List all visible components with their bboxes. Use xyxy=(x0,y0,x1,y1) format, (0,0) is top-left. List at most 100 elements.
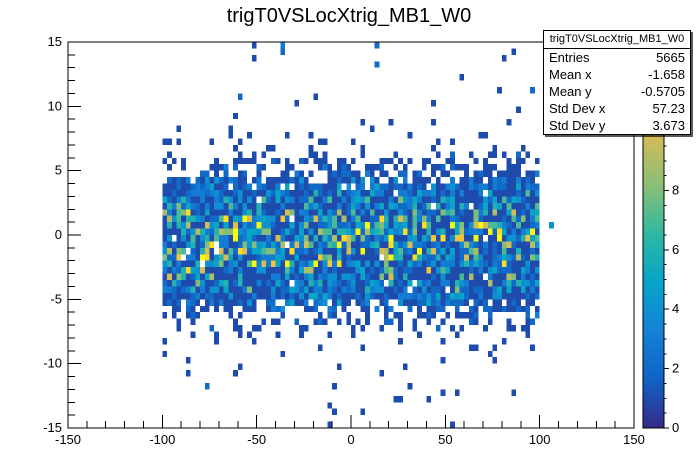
histogram-bin xyxy=(431,170,436,178)
histogram-bin xyxy=(261,202,267,210)
histogram-bin xyxy=(284,132,290,139)
histogram-bin xyxy=(468,305,474,313)
histogram-bin xyxy=(209,215,215,223)
histogram-bin xyxy=(431,273,436,281)
histogram-bin xyxy=(402,228,408,235)
histogram-bin xyxy=(534,196,540,203)
histogram-bin xyxy=(190,267,196,274)
histogram-bin xyxy=(266,228,271,235)
histogram-bin xyxy=(317,138,323,145)
histogram-bin xyxy=(393,215,399,223)
histogram-bin xyxy=(162,189,168,197)
histogram-bin xyxy=(402,202,408,210)
histogram-bin xyxy=(393,273,399,281)
histogram-bin xyxy=(162,299,168,306)
histogram-bin xyxy=(294,228,300,235)
histogram-bin xyxy=(440,189,446,197)
histogram-bin xyxy=(525,235,531,242)
histogram-bin xyxy=(341,222,347,229)
histogram-bin xyxy=(501,189,507,197)
histogram-bin xyxy=(525,202,531,210)
histogram-bin xyxy=(218,247,224,255)
histogram-bin xyxy=(398,222,403,229)
histogram-bin xyxy=(251,299,257,306)
histogram-bin xyxy=(223,222,229,229)
histogram-bin xyxy=(369,196,375,203)
histogram-bin xyxy=(492,177,498,184)
histogram-bin xyxy=(445,215,451,223)
histogram-bin xyxy=(313,241,318,248)
histogram-bin xyxy=(450,247,455,255)
histogram-bin xyxy=(384,209,389,216)
histogram-bin xyxy=(266,267,271,274)
histogram-bin xyxy=(473,241,479,248)
histogram-bin xyxy=(464,273,469,281)
histogram-bin xyxy=(511,273,517,281)
histogram-bin xyxy=(294,299,300,306)
histogram-bin xyxy=(251,267,257,274)
histogram-bin xyxy=(351,170,356,178)
histogram-bin xyxy=(351,189,356,197)
stats-box[interactable]: trigT0VSLocXtrig_MB1_W0 Entries 5665 Mea… xyxy=(543,30,691,135)
histogram-bin xyxy=(374,189,380,197)
histogram-bin xyxy=(336,157,342,165)
histogram-bin xyxy=(412,235,418,242)
histogram-bin xyxy=(251,325,257,332)
histogram-bin xyxy=(223,228,229,235)
z-tick-label: 8 xyxy=(672,182,679,197)
histogram-bin xyxy=(534,235,540,242)
histogram-bin xyxy=(308,196,314,203)
histogram-bin xyxy=(459,183,465,190)
histogram-bin xyxy=(379,267,385,274)
histogram-bin xyxy=(322,157,328,165)
histogram-bin xyxy=(284,157,290,165)
histogram-bin xyxy=(317,241,323,248)
histogram-bin xyxy=(384,196,389,203)
histogram-bin xyxy=(351,209,356,216)
histogram-bin xyxy=(167,209,172,216)
histogram-bin xyxy=(233,299,238,306)
histogram-bin xyxy=(426,395,432,403)
histogram-bin xyxy=(162,312,168,319)
histogram-bin xyxy=(317,292,323,300)
histogram-bin xyxy=(445,228,451,235)
histogram-bin xyxy=(369,164,375,171)
histogram-bin xyxy=(402,183,408,190)
histogram-bin xyxy=(167,254,172,261)
histogram-bin xyxy=(327,260,333,268)
histogram-bin xyxy=(388,189,394,197)
histogram-bin xyxy=(417,267,422,274)
histogram-bin xyxy=(388,222,394,229)
histogram-bin xyxy=(459,215,465,223)
histogram-bin xyxy=(501,292,507,300)
histogram-bin xyxy=(393,241,399,248)
histogram-bin xyxy=(407,196,413,203)
histogram-bin xyxy=(228,177,234,184)
histogram-bin xyxy=(530,202,535,210)
histogram-bin xyxy=(176,222,182,229)
histogram-bin xyxy=(237,267,243,274)
histogram-bin xyxy=(190,331,196,338)
histogram-bin xyxy=(360,254,366,261)
histogram-bin xyxy=(251,235,257,242)
histogram-bin xyxy=(487,241,493,248)
histogram-bin xyxy=(351,222,356,229)
histogram-bin xyxy=(327,222,333,229)
histogram-bin xyxy=(473,292,479,300)
histogram-bin xyxy=(525,151,531,158)
histogram-bin xyxy=(251,228,257,235)
histogram-bin xyxy=(412,202,418,210)
histogram-bin xyxy=(341,209,347,216)
histogram-bin xyxy=(181,183,186,190)
histogram-bin xyxy=(360,247,366,255)
histogram-bin xyxy=(251,177,257,184)
histogram-bin xyxy=(261,215,267,223)
histogram-bin xyxy=(341,228,347,235)
histogram-bin xyxy=(336,280,342,287)
histogram-bin xyxy=(299,267,304,274)
histogram-bin xyxy=(530,318,535,326)
histogram-bin xyxy=(322,183,328,190)
histogram-bin xyxy=(407,292,413,300)
